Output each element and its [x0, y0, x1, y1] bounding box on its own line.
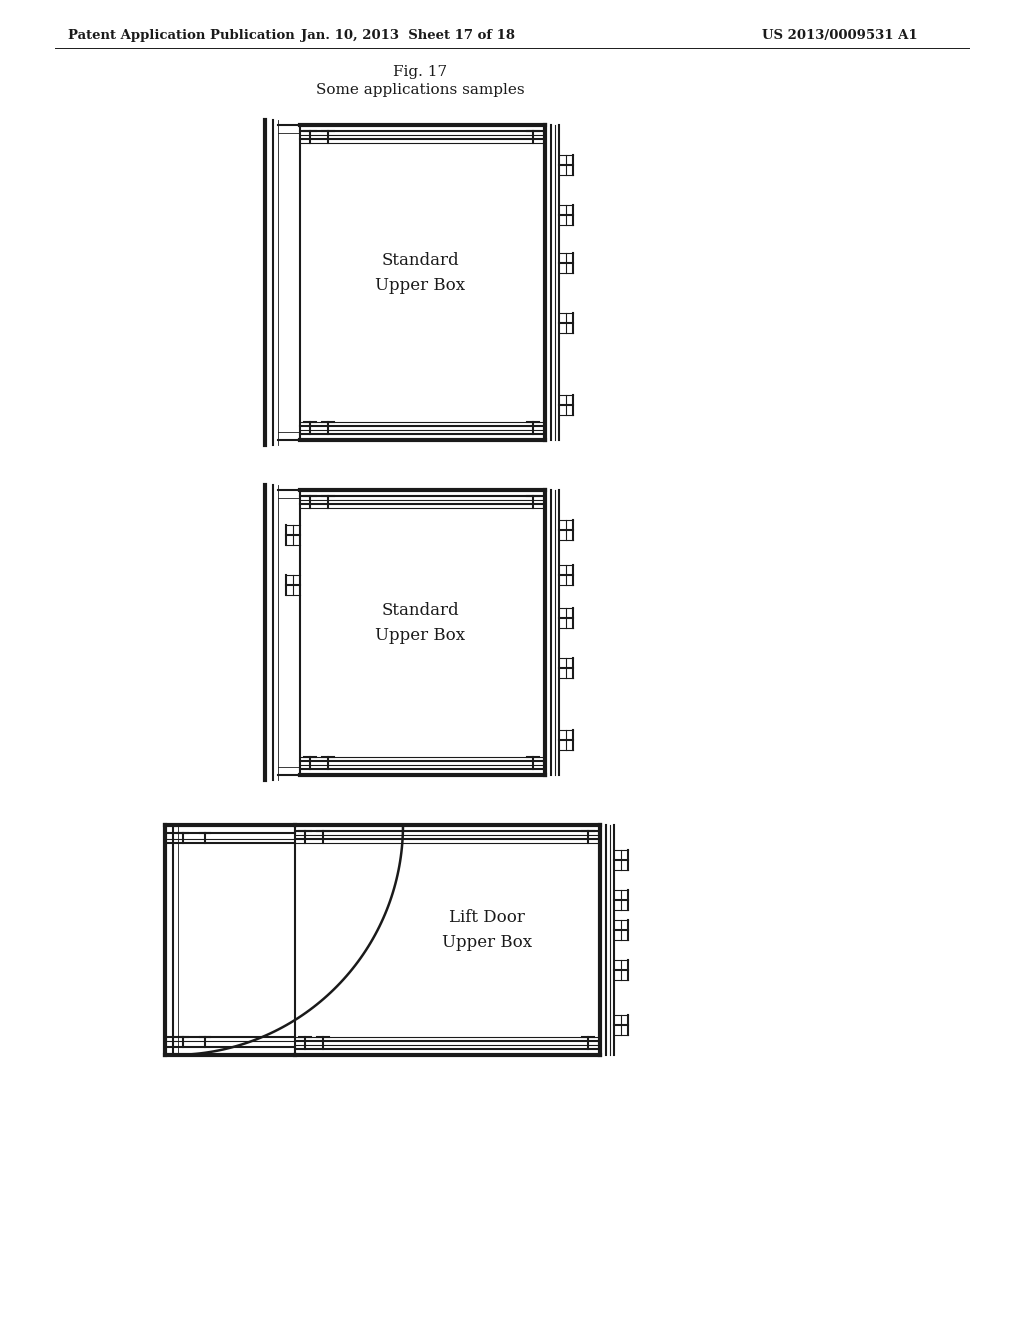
Text: Standard
Upper Box: Standard Upper Box: [375, 602, 465, 644]
Text: Fig. 17: Fig. 17: [393, 65, 447, 79]
Text: Standard
Upper Box: Standard Upper Box: [375, 252, 465, 294]
Text: Patent Application Publication: Patent Application Publication: [68, 29, 295, 41]
Text: Lift Door
Upper Box: Lift Door Upper Box: [442, 909, 532, 950]
Text: Jan. 10, 2013  Sheet 17 of 18: Jan. 10, 2013 Sheet 17 of 18: [301, 29, 515, 41]
Text: Some applications samples: Some applications samples: [315, 83, 524, 96]
Text: US 2013/0009531 A1: US 2013/0009531 A1: [762, 29, 918, 41]
